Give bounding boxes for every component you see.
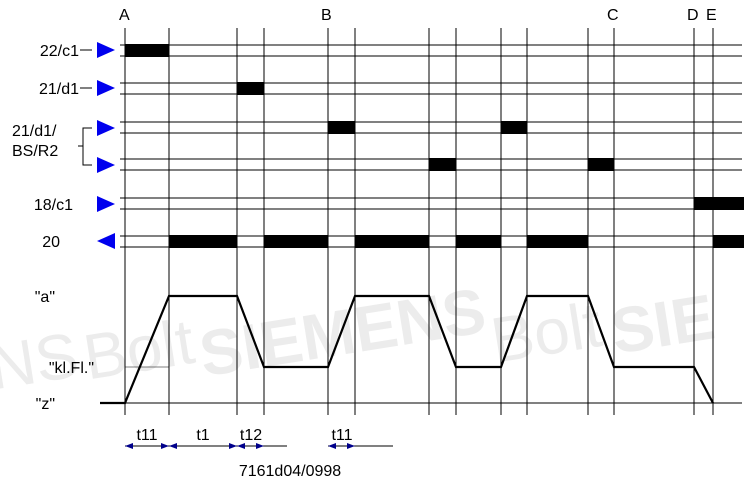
bar-22c1 xyxy=(125,44,169,57)
bar-20-3 xyxy=(355,235,429,248)
watermark-text-4: Bolt xyxy=(486,288,606,376)
arrowhead xyxy=(328,443,336,449)
triangle-right-icon xyxy=(97,80,115,96)
arrowhead xyxy=(347,443,355,449)
label-t11-first: t11 xyxy=(136,427,157,444)
arrowhead xyxy=(169,443,177,449)
triangle-right-icon xyxy=(97,157,115,173)
label-pos-klfl: "kl.Fl." xyxy=(49,360,94,377)
marker-D: D xyxy=(687,7,699,24)
arrowhead xyxy=(229,443,237,449)
label-t11-second: t11 xyxy=(331,427,352,444)
bar-21d1 xyxy=(237,82,264,95)
position-section xyxy=(100,294,742,405)
position-labels: "a" "kl.Fl." "z" xyxy=(35,289,94,413)
bar-20-1 xyxy=(169,235,237,248)
arrowhead xyxy=(237,443,245,449)
triangle-right-icon xyxy=(97,42,115,58)
label-21d1bs-line2: BS/R2 xyxy=(12,143,58,160)
bar-18c1 xyxy=(694,197,744,210)
triangle-right-icon xyxy=(97,120,115,136)
watermark-text-5: SIE xyxy=(606,280,719,367)
vertical-lines xyxy=(124,28,714,415)
marker-B: B xyxy=(321,7,332,24)
label-connectors xyxy=(78,49,92,166)
dim-arrowheads xyxy=(125,443,355,449)
bar-20-2 xyxy=(264,235,328,248)
arrowhead xyxy=(125,443,133,449)
position-curve xyxy=(100,294,714,405)
label-pos-z: "z" xyxy=(36,396,55,413)
marker-A: A xyxy=(119,7,130,24)
watermark-text-2: Bolt xyxy=(79,305,199,393)
signal-arrows xyxy=(97,42,115,249)
signal-labels: 22/c1 21/d1 21/d1/ BS/R2 18/c1 20 xyxy=(12,43,79,251)
label-21d1: 21/d1 xyxy=(39,81,79,98)
label-22c1: 22/c1 xyxy=(40,43,79,60)
figure-id: 7161d04/0998 xyxy=(239,463,341,480)
label-t12: t12 xyxy=(240,427,262,444)
bracket-21d1bs xyxy=(82,127,92,166)
signal-bars xyxy=(125,44,744,248)
bar-20-6 xyxy=(713,235,744,248)
bar-21d1bs-b-1 xyxy=(429,158,456,171)
timing-labels: t11 t1 t12 t11 xyxy=(136,427,352,444)
watermark-text-1: NS xyxy=(0,318,83,403)
timing-dimensions xyxy=(125,443,393,449)
bar-21d1bs-a-1 xyxy=(328,121,355,134)
bar-20-5 xyxy=(527,235,588,248)
marker-C: C xyxy=(607,7,619,24)
signal-tracks xyxy=(120,44,742,248)
watermark-text-3: SIEMENS xyxy=(195,274,491,390)
label-pos-a: "a" xyxy=(35,289,55,306)
arrowhead xyxy=(256,443,264,449)
marker-E: E xyxy=(706,7,717,24)
label-18c1: 18/c1 xyxy=(34,197,73,214)
triangle-right-icon xyxy=(97,196,115,212)
triangle-left-icon xyxy=(97,233,115,249)
bar-20-4 xyxy=(456,235,501,248)
label-20: 20 xyxy=(42,234,60,251)
label-21d1bs-line1: 21/d1/ xyxy=(12,123,57,140)
bar-21d1bs-a-2 xyxy=(501,121,527,134)
label-t1: t1 xyxy=(196,427,209,444)
top-markers: A B C D E xyxy=(119,7,717,24)
arrowhead xyxy=(161,443,169,449)
watermark: NS Bolt SIEMENS Bolt SIE xyxy=(0,274,719,403)
bar-21d1bs-b-2 xyxy=(588,158,614,171)
